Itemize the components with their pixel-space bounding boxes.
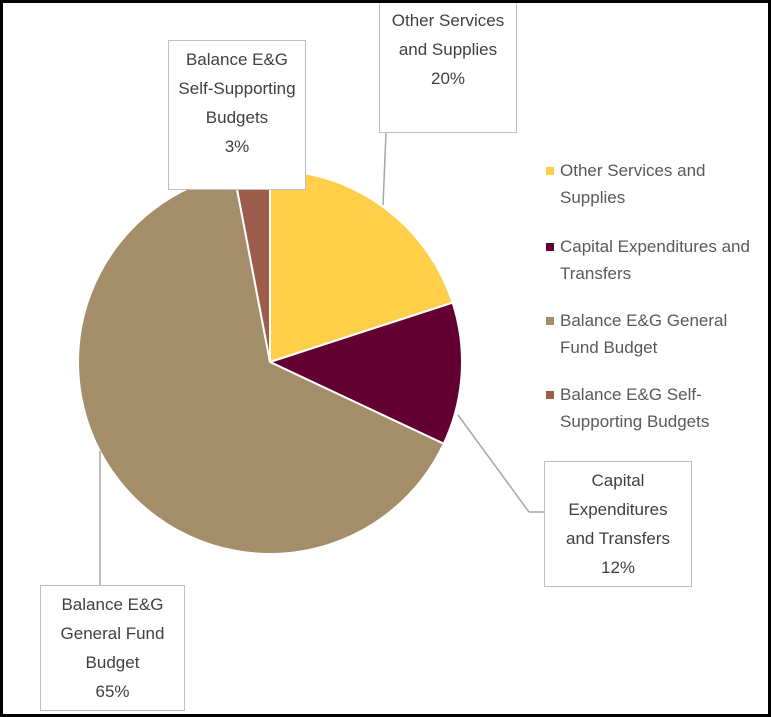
plot xyxy=(77,132,544,585)
legend-item: Balance E&G Self-Supporting Budgets xyxy=(546,381,760,435)
legend-swatch xyxy=(546,391,554,399)
legend-item: Capital Expenditures and Transfers xyxy=(546,233,760,287)
data-label: Balance E&G General Fund Budget 65% xyxy=(40,585,185,711)
leader-line xyxy=(382,132,387,206)
legend-swatch xyxy=(546,167,554,175)
legend-item: Other Services and Supplies xyxy=(546,157,760,211)
legend-label: Capital Expenditures and Transfers xyxy=(560,237,750,283)
pie-slice xyxy=(267,301,463,446)
data-label-name: Other Services and Supplies xyxy=(391,11,505,59)
pie-slice xyxy=(77,172,446,555)
data-label-value: 65% xyxy=(95,682,130,701)
legend-label: Balance E&G General Fund Budget xyxy=(560,311,728,357)
pie xyxy=(77,168,463,555)
data-label-name: Capital Expenditures and Transfers xyxy=(566,471,670,548)
data-label: Other Services and Supplies 20% xyxy=(379,3,517,133)
data-label: Capital Expenditures and Transfers 12% xyxy=(544,461,692,587)
legend-label: Balance E&G Self-Supporting Budgets xyxy=(560,385,710,431)
data-label: Balance E&G Self-Supporting Budgets 3% xyxy=(168,40,306,190)
legend-item: Balance E&G General Fund Budget xyxy=(546,307,760,361)
data-label-value: 3% xyxy=(224,137,250,156)
data-label-value: 20% xyxy=(430,69,466,88)
data-label-value: 12% xyxy=(600,558,636,577)
legend-label: Other Services and Supplies xyxy=(560,161,706,207)
legend-swatch xyxy=(546,243,554,251)
data-label-name: Balance E&G General Fund Budget xyxy=(60,595,165,672)
data-label-name: Balance E&G Self-Supporting Budgets xyxy=(178,50,296,127)
legend-swatch xyxy=(546,317,554,325)
leader-line xyxy=(457,414,530,513)
leader-lines xyxy=(99,132,544,585)
